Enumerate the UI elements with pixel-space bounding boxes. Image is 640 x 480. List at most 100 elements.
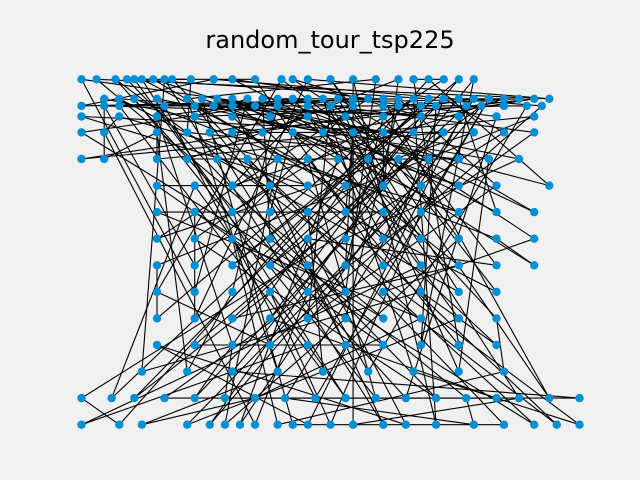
city-point (183, 154, 192, 164)
city-point (190, 393, 199, 403)
city-point (379, 94, 388, 104)
city-point (424, 94, 433, 104)
city-point (303, 154, 313, 164)
city-point (265, 261, 275, 270)
city-point (190, 314, 199, 323)
tour-edge (496, 238, 535, 266)
city-point (499, 94, 509, 104)
city-point (149, 75, 158, 84)
city-point (409, 94, 418, 104)
city-point (77, 393, 86, 403)
tour-edge (232, 371, 580, 399)
city-point (454, 234, 463, 243)
city-point (152, 207, 162, 217)
tour-edge (367, 105, 528, 372)
city-point (530, 112, 539, 121)
tour-edge (81, 98, 474, 160)
city-point (152, 112, 162, 121)
tour-edge (171, 78, 505, 426)
city-point (228, 287, 237, 297)
tour-edge (307, 158, 460, 346)
city-point (318, 367, 328, 376)
city-point (77, 75, 86, 84)
tour-edge (382, 291, 558, 426)
tour-edge (254, 78, 384, 266)
tour-edge (209, 105, 354, 133)
city-point (183, 94, 192, 104)
city-point (303, 340, 313, 350)
city-point (205, 128, 214, 137)
city-point (469, 94, 478, 104)
city-point (303, 234, 313, 243)
tour-edge (186, 291, 233, 372)
city-point (416, 287, 426, 297)
tour-edge (292, 98, 497, 319)
city-point (183, 420, 192, 429)
city-point (100, 154, 109, 164)
tour-edge (103, 131, 158, 160)
city-point (228, 261, 237, 270)
city-point (326, 101, 335, 111)
tour-edge (217, 158, 460, 293)
city-point (213, 154, 222, 164)
tour-edge (103, 132, 256, 425)
city-point (77, 112, 86, 121)
city-point (92, 75, 101, 84)
city-point (371, 75, 380, 84)
tour-edge (194, 211, 535, 426)
city-point (77, 101, 86, 111)
city-point (492, 181, 501, 190)
city-point (364, 94, 373, 104)
city-point (326, 420, 335, 429)
city-point (530, 207, 539, 217)
city-point (379, 234, 388, 243)
city-point (228, 181, 237, 190)
city-point (107, 393, 116, 403)
city-point (303, 94, 313, 104)
city-point (341, 112, 350, 121)
city-point (228, 101, 237, 111)
city-point (454, 75, 463, 84)
city-point (454, 181, 463, 190)
city-point (514, 154, 524, 164)
tour-edge (345, 78, 460, 213)
city-point (394, 154, 403, 164)
city-point (522, 101, 531, 111)
city-point (379, 128, 388, 137)
city-point (228, 112, 237, 121)
city-point (499, 101, 509, 111)
city-point (348, 128, 358, 137)
city-point (477, 101, 486, 111)
city-point (379, 181, 388, 190)
city-point (545, 94, 554, 104)
city-point (303, 181, 313, 190)
city-point (190, 287, 199, 297)
city-point (514, 94, 524, 104)
tour-edge (115, 78, 407, 399)
city-point (190, 340, 199, 350)
city-point (492, 112, 501, 121)
city-point (454, 340, 463, 350)
tour-edge (141, 397, 256, 426)
tour-edge (119, 98, 497, 293)
tour-edge (81, 397, 120, 426)
city-point (439, 128, 448, 137)
tour-edge (307, 116, 460, 319)
city-point (130, 94, 139, 104)
city-point (213, 94, 222, 104)
tour-edge (277, 98, 535, 133)
city-point (348, 75, 358, 84)
tour-edge (104, 98, 263, 133)
city-point (265, 234, 275, 243)
tour-edge (307, 78, 550, 100)
city-point (265, 314, 275, 323)
city-point (100, 101, 109, 111)
city-point (190, 112, 199, 121)
city-point (209, 101, 218, 111)
city-point (303, 314, 313, 323)
tour-edge (382, 98, 445, 266)
city-point (228, 367, 237, 376)
tour-edge (81, 344, 309, 426)
city-point (416, 112, 426, 121)
city-point (379, 287, 388, 297)
